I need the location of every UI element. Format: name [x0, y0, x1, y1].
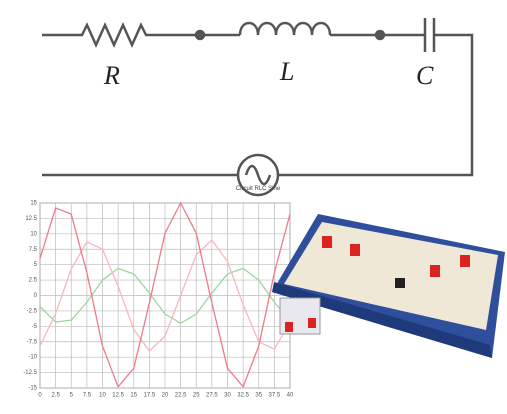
x-tick-label: 37.5 [269, 393, 281, 399]
terminal [308, 318, 316, 328]
y-tick-label: 0 [34, 293, 38, 299]
y-tick-label: -12.5 [23, 370, 37, 376]
series-line [39, 201, 291, 389]
x-tick-label: 27.5 [206, 393, 218, 399]
device-panel [284, 222, 498, 330]
x-tick-label: 7.5 [83, 393, 92, 399]
node [374, 29, 386, 41]
chart-title: Circuit RLC Sine [236, 186, 281, 192]
y-tick-label: 2.5 [29, 278, 38, 284]
x-tick-label: 10 [99, 393, 106, 399]
terminal [350, 244, 360, 256]
x-tick-label: 12.5 [112, 393, 124, 399]
y-tick-label: -2.5 [27, 308, 38, 314]
x-tick-label: 2.5 [51, 393, 60, 399]
x-tick-label: 40 [287, 393, 294, 399]
terminal [285, 322, 293, 332]
x-tick-label: 17.5 [144, 393, 156, 399]
label-r: R [103, 61, 120, 90]
x-tick-label: 15 [130, 393, 137, 399]
y-tick-label: 12.5 [25, 216, 37, 222]
x-tick-label: 0 [38, 393, 42, 399]
device-photo [272, 214, 505, 358]
label-c: C [416, 61, 434, 90]
circuit [42, 18, 474, 197]
terminal [430, 265, 440, 277]
x-tick-label: 30 [224, 393, 231, 399]
wire [42, 21, 474, 177]
node [194, 29, 206, 41]
inductor [238, 21, 332, 36]
series-line [39, 267, 291, 325]
x-tick-label: 20 [162, 393, 169, 399]
y-tick-label: -7.5 [27, 339, 38, 345]
x-tick-label: 5 [70, 393, 74, 399]
terminal [460, 255, 470, 267]
y-tick-label: -10 [28, 355, 37, 361]
x-tick-label: 32.5 [237, 393, 249, 399]
y-tick-label: 10 [30, 231, 37, 237]
y-tick-label: 15 [30, 201, 37, 207]
y-tick-label: 5 [34, 262, 38, 268]
label-l: L [279, 57, 294, 86]
device-edge [272, 282, 492, 358]
terminal [322, 236, 332, 248]
y-tick-label: -15 [28, 386, 37, 392]
terminal [395, 278, 405, 288]
chart: Circuit RLC Sine 15 12.5 10 7.5 5 2.5 0 -2.5 -5 -7… [23, 186, 294, 399]
x-tick-label: 22.5 [175, 393, 187, 399]
x-tick-label: 35 [255, 393, 262, 399]
y-tick-label: 7.5 [29, 247, 38, 253]
x-tick-label: 25 [193, 393, 200, 399]
source-wave [244, 164, 272, 186]
y-tick-label: -5 [32, 324, 38, 330]
